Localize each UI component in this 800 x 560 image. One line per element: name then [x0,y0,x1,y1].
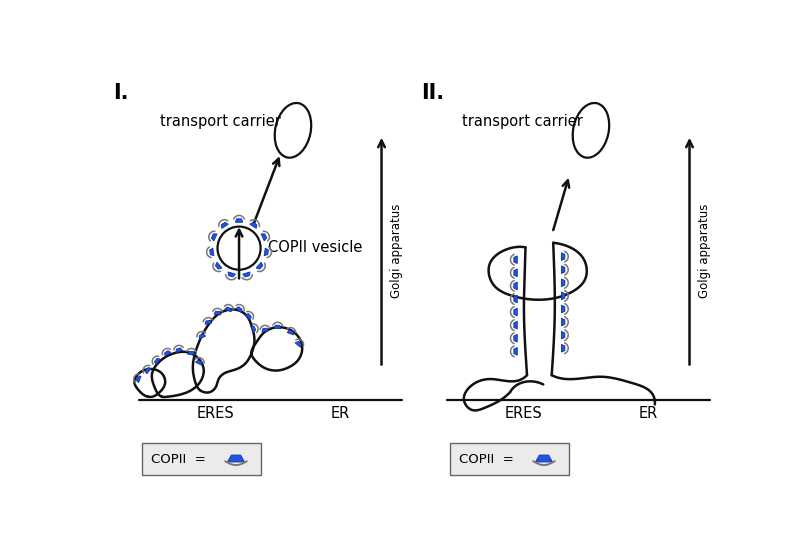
Polygon shape [210,248,214,256]
Polygon shape [236,307,242,312]
Polygon shape [136,376,141,382]
Text: COPII  =: COPII = [459,452,514,465]
Text: transport carrier: transport carrier [462,114,583,129]
FancyBboxPatch shape [142,443,262,475]
Text: Golgi apparatus: Golgi apparatus [390,203,403,298]
Polygon shape [514,308,518,316]
Ellipse shape [573,103,610,158]
Circle shape [218,227,261,270]
Polygon shape [195,360,202,365]
Polygon shape [535,455,553,462]
Polygon shape [214,311,221,315]
Polygon shape [227,455,245,462]
Polygon shape [262,328,269,332]
Polygon shape [222,222,228,228]
Polygon shape [250,326,256,333]
Polygon shape [145,367,151,374]
Text: COPII vesicle: COPII vesicle [267,240,362,255]
Polygon shape [242,272,250,277]
Text: ERES: ERES [197,405,235,421]
Polygon shape [246,314,251,320]
Polygon shape [514,282,518,290]
Circle shape [208,217,270,279]
Polygon shape [562,305,565,313]
Polygon shape [264,248,269,256]
Polygon shape [176,348,182,352]
Text: ER: ER [639,405,658,421]
Polygon shape [250,222,257,228]
Polygon shape [188,351,194,355]
Polygon shape [154,358,160,365]
Polygon shape [261,234,266,241]
Polygon shape [562,344,565,352]
Polygon shape [235,219,243,222]
Text: transport carrier: transport carrier [160,114,281,129]
Text: II.: II. [421,82,444,102]
Polygon shape [514,334,518,342]
Polygon shape [295,342,302,347]
Polygon shape [514,321,518,329]
Polygon shape [562,279,565,287]
Polygon shape [205,320,212,324]
Polygon shape [562,332,565,339]
Polygon shape [287,330,294,335]
Polygon shape [562,266,565,273]
Text: COPII  =: COPII = [151,452,206,465]
Polygon shape [228,272,235,277]
Polygon shape [165,351,171,356]
Polygon shape [256,262,262,269]
Polygon shape [225,307,231,312]
Text: ER: ER [331,405,350,421]
Polygon shape [274,325,281,329]
Polygon shape [215,262,222,269]
Polygon shape [514,295,518,303]
Ellipse shape [274,103,311,158]
Polygon shape [562,253,565,260]
Text: I.: I. [113,82,128,102]
Text: Golgi apparatus: Golgi apparatus [698,203,711,298]
Text: ERES: ERES [505,405,543,421]
Polygon shape [514,347,518,355]
Polygon shape [562,292,565,300]
FancyBboxPatch shape [450,443,570,475]
Polygon shape [211,234,217,241]
Polygon shape [199,334,206,339]
Polygon shape [514,256,518,264]
Polygon shape [514,269,518,277]
Polygon shape [562,318,565,326]
